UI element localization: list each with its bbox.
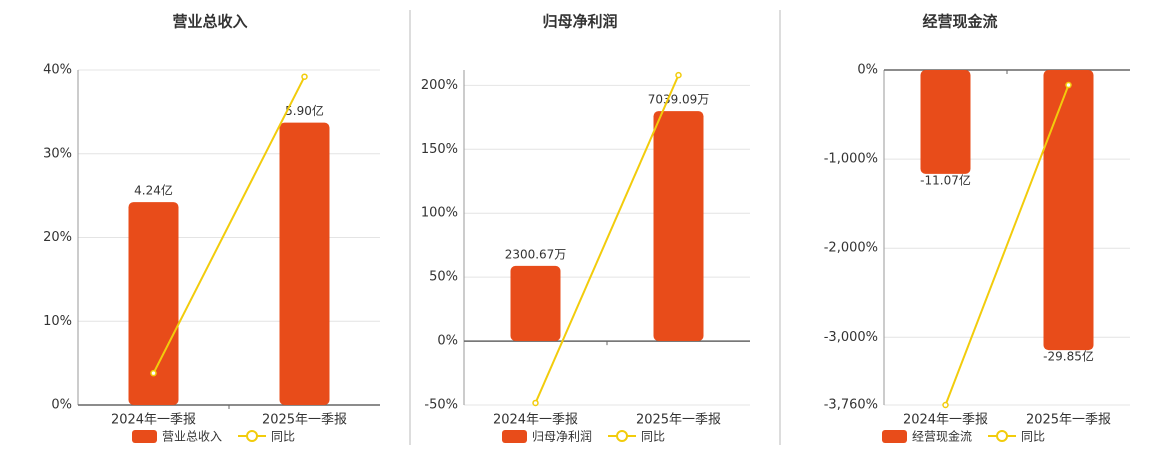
- chart-title: 经营现金流: [922, 13, 997, 31]
- y-tick-label: 40%: [43, 63, 72, 78]
- legend-swatch: [502, 430, 527, 443]
- x-tick-label: 2025年一季报: [1026, 413, 1111, 428]
- y-tick-label: 200%: [421, 78, 458, 93]
- line-point: [942, 401, 949, 409]
- y-tick-label: 20%: [43, 230, 72, 245]
- x-tick-label: 2025年一季报: [636, 413, 721, 428]
- legend-swatch: [996, 430, 1009, 442]
- legend-label: 同比: [1021, 430, 1045, 444]
- x-tick-label: 2024年一季报: [111, 413, 196, 428]
- legend-label: 归母净利润: [532, 430, 592, 444]
- chart-title: 营业总收入: [172, 13, 247, 31]
- line-point: [532, 399, 539, 407]
- y-tick-label: 0%: [51, 398, 72, 413]
- data-label: -29.85亿: [1043, 349, 1094, 364]
- line-point: [1065, 81, 1072, 89]
- legend-label: 同比: [641, 430, 665, 444]
- data-label: 7039.09万: [648, 93, 710, 107]
- y-tick-label: -3,000%: [824, 330, 878, 345]
- legend-label: 营业总收入: [162, 430, 222, 444]
- y-tick-label: 50%: [429, 270, 458, 285]
- data-label: -11.07亿: [920, 172, 971, 187]
- legend-label: 经营现金流: [912, 429, 972, 444]
- y-tick-label: 30%: [43, 146, 72, 161]
- bar: [279, 122, 330, 406]
- bar: [920, 70, 971, 174]
- line: [534, 74, 680, 404]
- y-tick-label: -50%: [424, 398, 458, 413]
- y-tick-label: 100%: [421, 206, 458, 221]
- bar: [653, 111, 704, 342]
- bar: [510, 265, 561, 342]
- data-label: 4.24亿: [134, 183, 173, 198]
- data-label: 5.90亿: [285, 103, 324, 118]
- bar: [1043, 70, 1094, 351]
- line-point: [150, 369, 157, 377]
- legend-swatch: [616, 430, 629, 442]
- data-label: 2300.67万: [505, 247, 567, 261]
- line-point: [675, 71, 682, 79]
- y-tick-label: 150%: [421, 142, 458, 157]
- x-tick-label: 2025年一季报: [262, 413, 347, 428]
- y-tick-label: 0%: [857, 63, 878, 78]
- x-tick-label: 2024年一季报: [903, 413, 988, 428]
- line-point: [301, 73, 308, 80]
- y-tick-label: 10%: [43, 314, 72, 329]
- legend-swatch: [882, 430, 907, 443]
- legend-swatch: [132, 430, 157, 443]
- line: [152, 76, 306, 374]
- y-tick-label: -2,000%: [824, 241, 878, 256]
- legend-swatch: [246, 430, 259, 442]
- bar: [128, 202, 179, 405]
- chart-title: 归母净利润: [542, 13, 617, 31]
- y-tick-label: 0%: [437, 334, 458, 349]
- y-tick-label: -3,760%: [824, 398, 878, 413]
- legend-label: 同比: [271, 430, 295, 444]
- line: [944, 84, 1070, 406]
- x-tick-label: 2024年一季报: [493, 413, 578, 428]
- y-tick-label: -1,000%: [824, 152, 878, 167]
